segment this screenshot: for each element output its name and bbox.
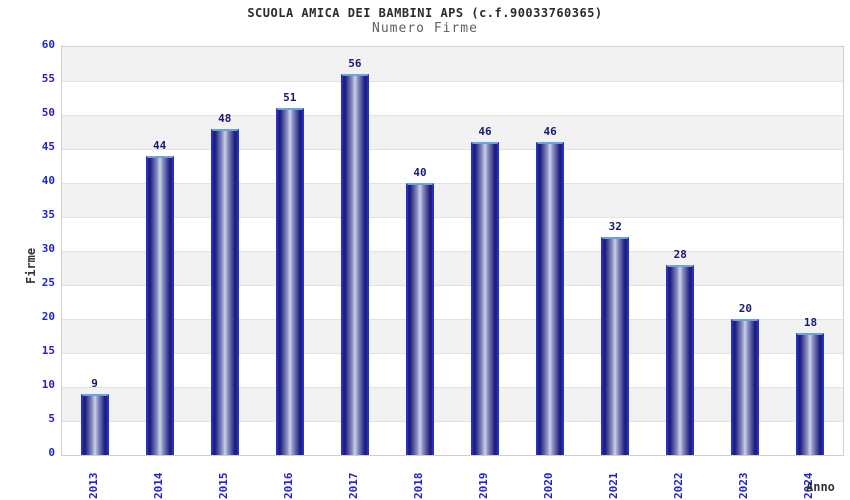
y-tick-label: 35 bbox=[41, 208, 55, 221]
x-tick-label: 2014 bbox=[151, 472, 165, 500]
plot-band bbox=[62, 319, 843, 353]
x-tick-label: 2020 bbox=[542, 472, 556, 500]
bar-2015 bbox=[210, 129, 239, 455]
plot-band bbox=[62, 47, 843, 81]
x-tick-label: 2023 bbox=[737, 472, 751, 500]
x-tick-label: 2013 bbox=[86, 472, 100, 500]
bar-value-label: 20 bbox=[738, 302, 752, 315]
bar-value-label: 9 bbox=[91, 377, 98, 390]
plot-area: 9 44 48 51 56 40 46 46 32 28 20 18 bbox=[61, 46, 844, 456]
x-axis-title: Anno bbox=[806, 480, 835, 494]
plot-band bbox=[62, 115, 843, 149]
y-tick-label: 0 bbox=[48, 446, 55, 459]
x-tick-label: 2021 bbox=[607, 472, 621, 500]
y-tick-label: 55 bbox=[41, 72, 55, 85]
bar-2017 bbox=[340, 74, 369, 455]
bar-value-label: 18 bbox=[803, 316, 818, 329]
bar-2016 bbox=[275, 108, 304, 455]
bar-2022 bbox=[666, 265, 695, 455]
bar-value-label: 28 bbox=[673, 248, 687, 261]
x-tick-label: 2018 bbox=[411, 472, 425, 500]
plot-band bbox=[62, 353, 843, 387]
bar-2020 bbox=[536, 142, 565, 455]
y-tick-label: 50 bbox=[41, 106, 55, 119]
plot-band bbox=[62, 421, 843, 455]
plot-band bbox=[62, 81, 843, 115]
y-tick-label: 15 bbox=[41, 344, 55, 357]
plot-band bbox=[62, 217, 843, 251]
y-tick-label: 60 bbox=[41, 38, 55, 51]
bar-2021 bbox=[601, 237, 630, 455]
y-tick-label: 40 bbox=[41, 174, 55, 187]
bar-2019 bbox=[471, 142, 500, 455]
plot-band bbox=[62, 183, 843, 217]
x-tick-label: 2016 bbox=[281, 472, 295, 500]
bar-2013 bbox=[80, 394, 109, 455]
bar-value-label: 48 bbox=[218, 112, 232, 125]
y-tick-label: 20 bbox=[41, 310, 55, 323]
bar-value-label: 32 bbox=[608, 220, 622, 233]
x-tick-label: 2022 bbox=[672, 472, 686, 500]
bar-value-label: 56 bbox=[348, 57, 362, 70]
x-tick-label: 2019 bbox=[477, 472, 491, 500]
bar-2023 bbox=[731, 319, 760, 455]
plot-band bbox=[62, 251, 843, 285]
bar-value-label: 44 bbox=[153, 139, 167, 152]
plot-band bbox=[62, 149, 843, 183]
x-tick-label: 2017 bbox=[346, 472, 360, 500]
y-tick-label: 45 bbox=[41, 140, 55, 153]
bar-2024 bbox=[796, 333, 825, 455]
bar-value-label: 51 bbox=[283, 91, 297, 104]
chart-subtitle: Numero Firme bbox=[372, 21, 478, 36]
plot-band bbox=[62, 285, 843, 319]
bar-value-label: 46 bbox=[543, 125, 557, 138]
y-tick-label: 25 bbox=[41, 276, 55, 289]
bar-value-label: 40 bbox=[413, 166, 427, 179]
y-tick-label: 5 bbox=[48, 412, 55, 425]
bar-2014 bbox=[145, 156, 174, 455]
bar-value-label: 46 bbox=[478, 125, 492, 138]
chart-title: SCUOLA AMICA DEI BAMBINI APS (c.f.900337… bbox=[247, 6, 603, 20]
y-tick-label: 10 bbox=[41, 378, 55, 391]
bar-2018 bbox=[405, 183, 434, 455]
y-tick-label: 30 bbox=[41, 242, 55, 255]
plot-band bbox=[62, 387, 843, 421]
x-tick-label: 2015 bbox=[216, 472, 230, 500]
